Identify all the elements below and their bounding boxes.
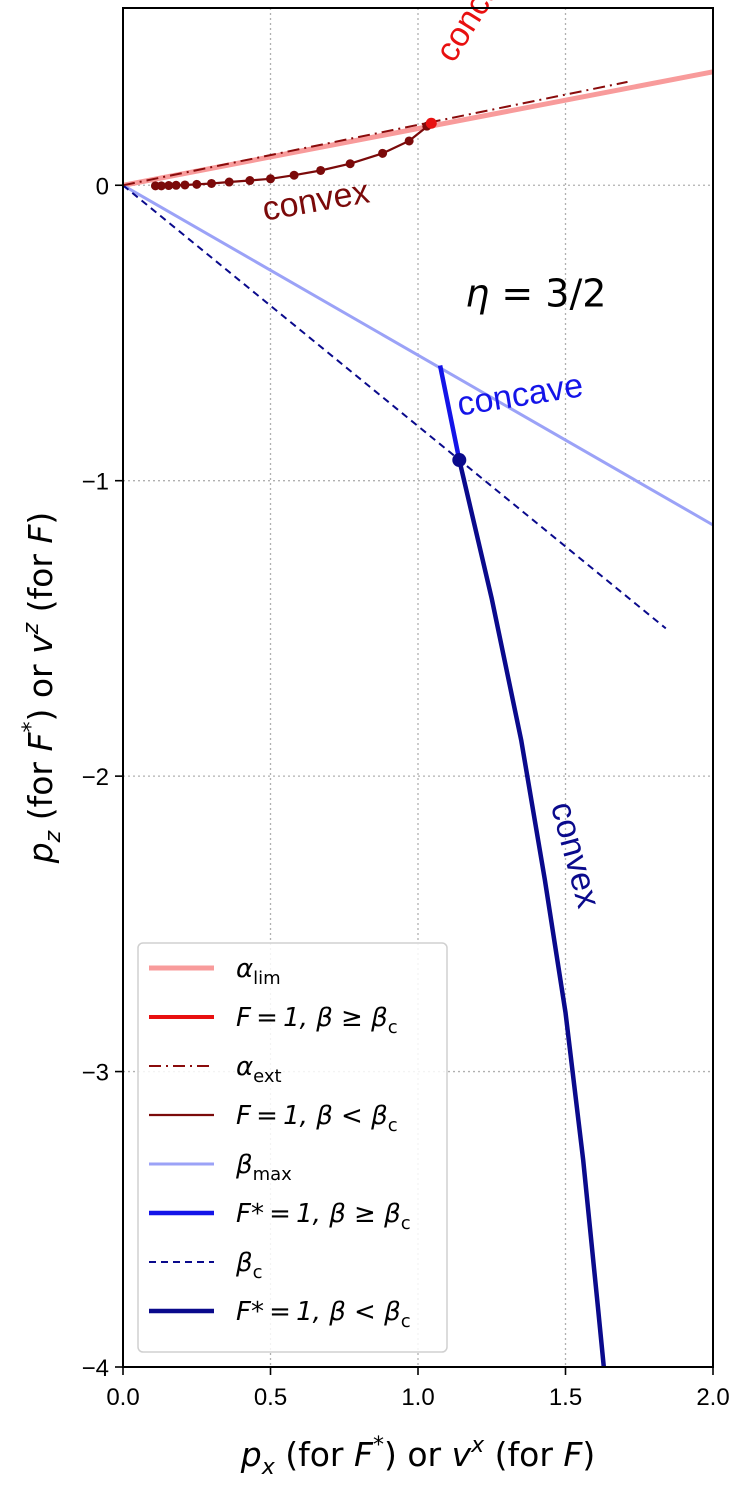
legend-label-alpha_ext: αext [236,1052,282,1087]
tick-layer: 0.0 0.5 1.0 1.5 2.0 0 −1 −2 −3 −4 [82,173,730,1411]
series-line-alpha_ext [122,80,628,187]
series-line-alpha_lim [122,69,714,188]
series-line-Fstar_ge [437,365,462,461]
series-layer [122,69,714,1368]
legend-label-beta_max: βmax [235,1150,292,1185]
series-point-F1_lt [345,159,355,169]
annotation-convex-1: convex [259,172,372,228]
series-point-F1_lt [289,170,299,180]
legend-label-alpha_lim: αlim [236,954,281,989]
y-tick-label: −4 [82,1355,109,1382]
series-line-Fstar_lt [457,459,607,1368]
series-point-F1_lt [192,179,202,189]
legend-box [137,942,448,1353]
x-tick-label: 0.0 [106,1384,139,1411]
legend-label-beta_c: βc [235,1248,263,1283]
legend-label-F1_lt: F = 1, β < βc [236,1101,398,1136]
x-axis-label: px (for F*) or vx (for F) [240,1433,595,1480]
series-point-F1_lt [266,174,275,184]
legend-label-Fstar_lt: F* = 1, β < βc [236,1297,411,1332]
legend-label-Fstar_ge: F* = 1, β ≥ βc [236,1199,411,1234]
y-tick-label: 0 [96,173,109,200]
y-tick-label: −3 [82,1060,109,1087]
x-tick-label: 1.0 [401,1384,434,1411]
x-tick-label: 2.0 [696,1384,729,1411]
series-point-F1_lt [164,181,174,191]
legend: αlim F = 1, β ≥ βc αext F = 1, β < βc βmax F*… [137,942,448,1353]
series-point-F1_lt [404,136,414,146]
series-point-F1_lt [207,178,216,188]
series-point-F1_lt [245,176,255,186]
annotation-concave-0: concave [428,0,527,68]
annotation-convex-3: convex [543,798,608,912]
y-axis-label: pz (for F*) or vz (for F) [19,512,66,865]
x-tick-label: 1.5 [549,1384,582,1411]
eta-label: η = 3/2 [465,272,606,316]
y-tick-label: −1 [82,469,109,496]
series-point-F1_lt [316,165,326,175]
series-point-F1_lt [224,177,234,187]
series-line-beta_max [122,184,714,527]
legend-label-F1_ge: F = 1, β ≥ βc [236,1003,398,1038]
x-tick-label: 0.5 [254,1384,287,1411]
series-point-Fstar_lt [452,453,467,468]
series-point-F1_lt [378,148,388,158]
y-tick-label: −2 [82,764,109,791]
series-line-beta_c [122,184,667,630]
series-point-F1_lt [171,180,181,190]
series-point-F1_lt [156,181,166,191]
series-point-F1_ge [425,117,437,129]
series-point-F1_lt [180,180,190,190]
